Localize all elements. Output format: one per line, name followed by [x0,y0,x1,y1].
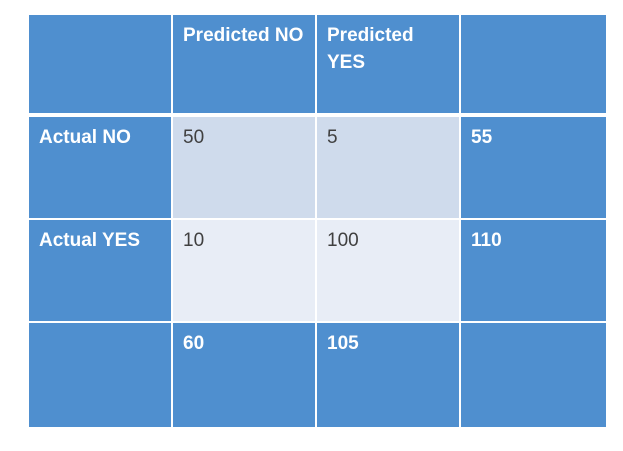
cell-actual-yes-predicted-no: 10 [173,220,317,323]
row-label-actual-yes: Actual YES [29,220,173,323]
header-total-cell [461,15,606,117]
row-total-actual-no: 55 [461,117,606,220]
row-total-actual-yes: 110 [461,220,606,323]
row-label-actual-no: Actual NO [29,117,173,220]
confusion-matrix-table: Predicted NO Predicted YES Actual NO 50 … [29,15,606,427]
header-predicted-no: Predicted NO [173,15,317,117]
cell-actual-yes-predicted-yes: 100 [317,220,461,323]
totals-row-label [29,323,173,427]
cell-actual-no-predicted-no: 50 [173,117,317,220]
corner-header-cell [29,15,173,117]
grand-total-cell [461,323,606,427]
column-total-predicted-yes: 105 [317,323,461,427]
cell-actual-no-predicted-yes: 5 [317,117,461,220]
column-total-predicted-no: 60 [173,323,317,427]
header-predicted-yes: Predicted YES [317,15,461,117]
